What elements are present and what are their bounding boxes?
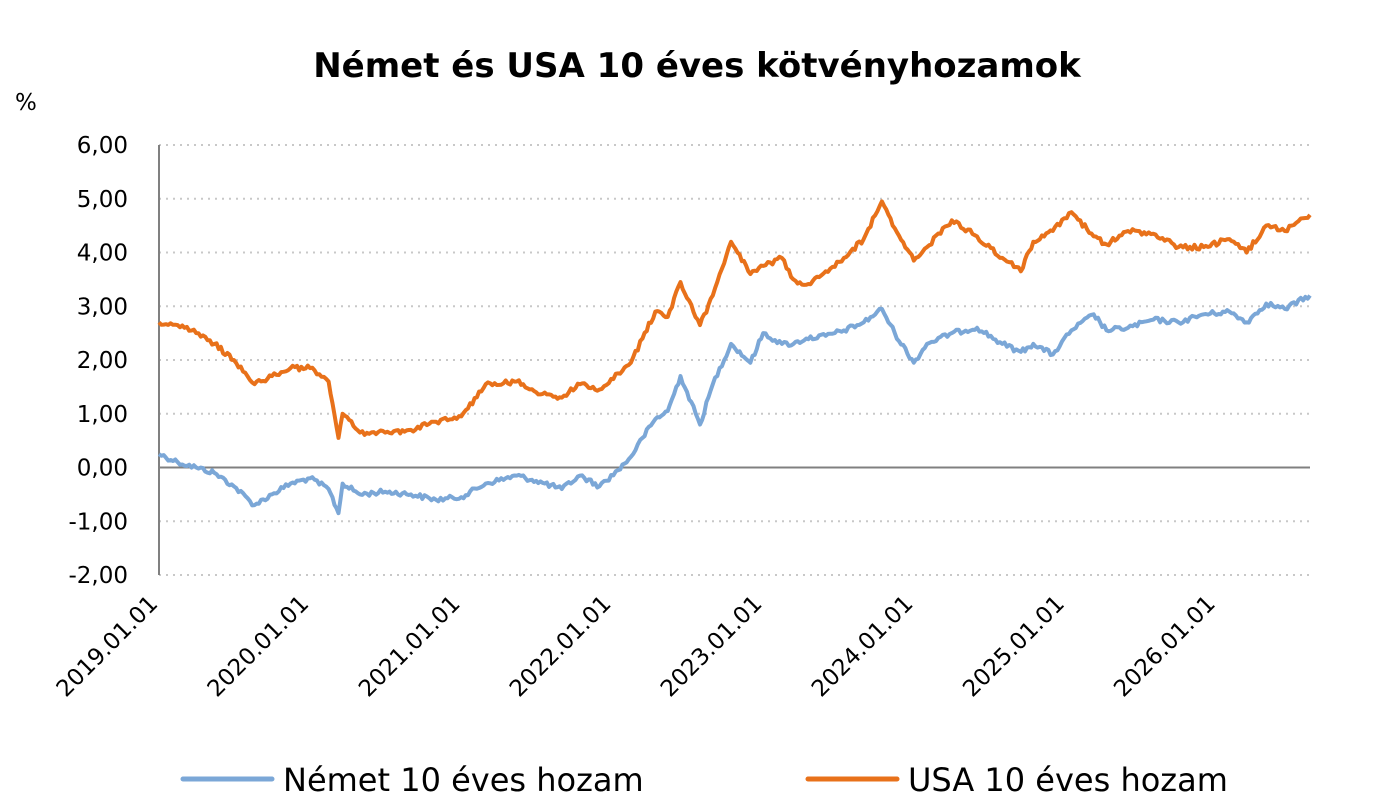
- y-tick-label: 0,00: [77, 456, 128, 482]
- gridlines: [159, 144, 1310, 576]
- y-tick-label: 1,00: [77, 402, 128, 428]
- y-axis-ticks: -2,00 -1,00 0,00 1,00 2,00 3,00 4,00 5,00 6,00: [68, 133, 128, 589]
- y-tick-label: -1,00: [68, 509, 128, 535]
- x-tick-label: 2025.01.01: [958, 591, 1070, 703]
- y-axis-unit-label: %: [15, 90, 37, 116]
- x-tick-label: 2022.01.01: [505, 591, 617, 703]
- x-tick-label: 2023.01.01: [656, 591, 768, 703]
- y-tick-label: 2,00: [77, 348, 128, 374]
- series-line-de: [157, 294, 1312, 516]
- x-tick-label: 2024.01.01: [807, 591, 919, 703]
- x-tick-label: 2020.01.01: [203, 591, 315, 703]
- y-tick-label: -2,00: [68, 563, 128, 589]
- chart-title: Német és USA 10 éves kötvényhozamok: [313, 46, 1082, 86]
- x-axis-ticks: 2019.01.01 2020.01.01 2021.01.01 2022.01.01…: [52, 591, 1221, 703]
- x-tick-label: 2019.01.01: [52, 591, 164, 703]
- y-tick-label: 4,00: [77, 241, 128, 267]
- legend-item-de: Német 10 éves hozam: [180, 761, 644, 799]
- y-tick-label: 5,00: [77, 187, 128, 213]
- y-tick-label: 6,00: [77, 133, 128, 159]
- axes: [158, 145, 1310, 575]
- x-tick-label: 2026.01.01: [1109, 591, 1221, 703]
- series-line-us: [157, 199, 1312, 440]
- x-tick-label: 2021.01.01: [354, 591, 466, 703]
- legend-item-us: USA 10 éves hozam: [805, 761, 1228, 799]
- legend-label-us: USA 10 éves hozam: [908, 761, 1228, 799]
- y-tick-label: 3,00: [77, 294, 128, 320]
- legend: Német 10 éves hozam USA 10 éves hozam: [180, 761, 1228, 799]
- series-lines: [157, 199, 1312, 516]
- legend-label-de: Német 10 éves hozam: [283, 761, 644, 799]
